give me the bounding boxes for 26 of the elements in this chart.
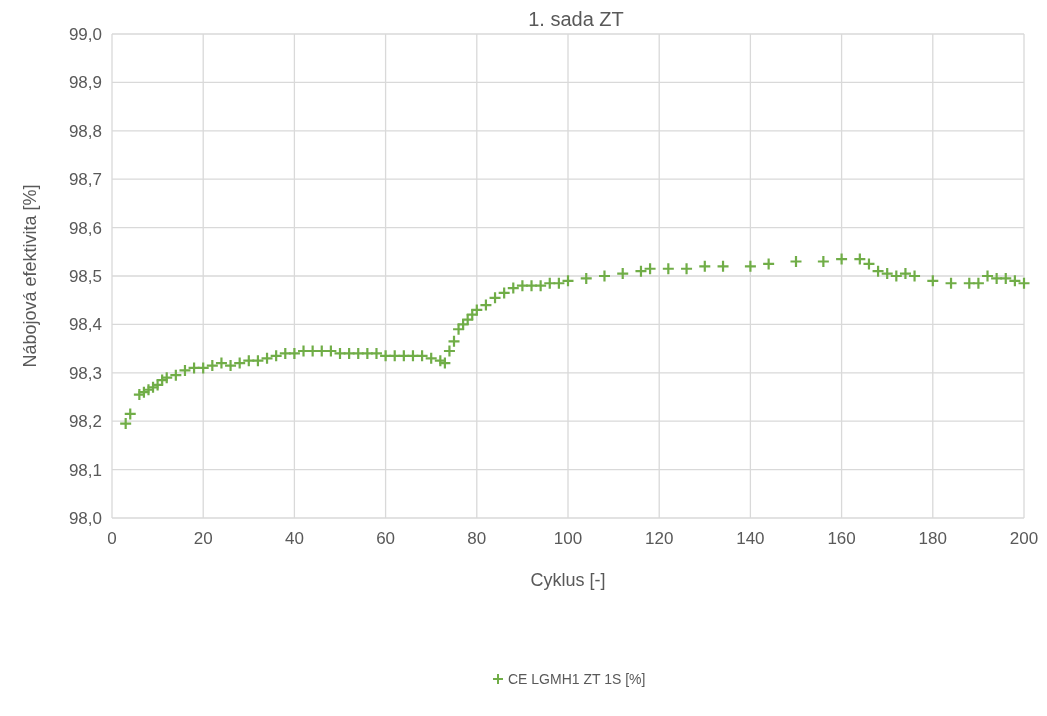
y-tick-label: 98,1 (68, 460, 102, 480)
y-tick-label: 98,5 (68, 267, 102, 286)
y-tick-label: 98,0 (68, 509, 102, 528)
x-tick-label: 160 (827, 529, 856, 548)
y-axis-title: Nábojová efektivita [%] (20, 184, 40, 368)
y-tick-label: 98,2 (68, 412, 102, 432)
x-tick-label: 180 (918, 529, 947, 548)
y-tick-label: 98,8 (68, 121, 102, 141)
x-tick-label: 40 (284, 529, 304, 548)
y-tick-label: 99,0 (68, 25, 102, 44)
x-tick-label: 80 (467, 529, 487, 548)
y-tick-label: 98,9 (68, 73, 102, 93)
x-tick-label: 60 (376, 529, 396, 548)
y-tick-label: 98,3 (68, 363, 102, 383)
x-tick-label: 140 (736, 529, 765, 548)
x-axis-title: Cyklus [-] (530, 570, 606, 590)
y-tick-label: 98,6 (68, 218, 102, 238)
x-tick-label: 200 (1009, 529, 1039, 548)
y-tick-label: 98,4 (68, 315, 102, 335)
x-tick-label: 0 (107, 529, 117, 548)
y-tick-label: 98,7 (68, 170, 102, 190)
chart-title: 1. sada ZT (528, 8, 624, 30)
x-tick-label: 120 (645, 529, 674, 548)
x-tick-label: 100 (553, 529, 583, 548)
legend-label: CE LGMH1 ZT 1S [%] (508, 671, 646, 687)
x-tick-label: 20 (193, 529, 213, 548)
